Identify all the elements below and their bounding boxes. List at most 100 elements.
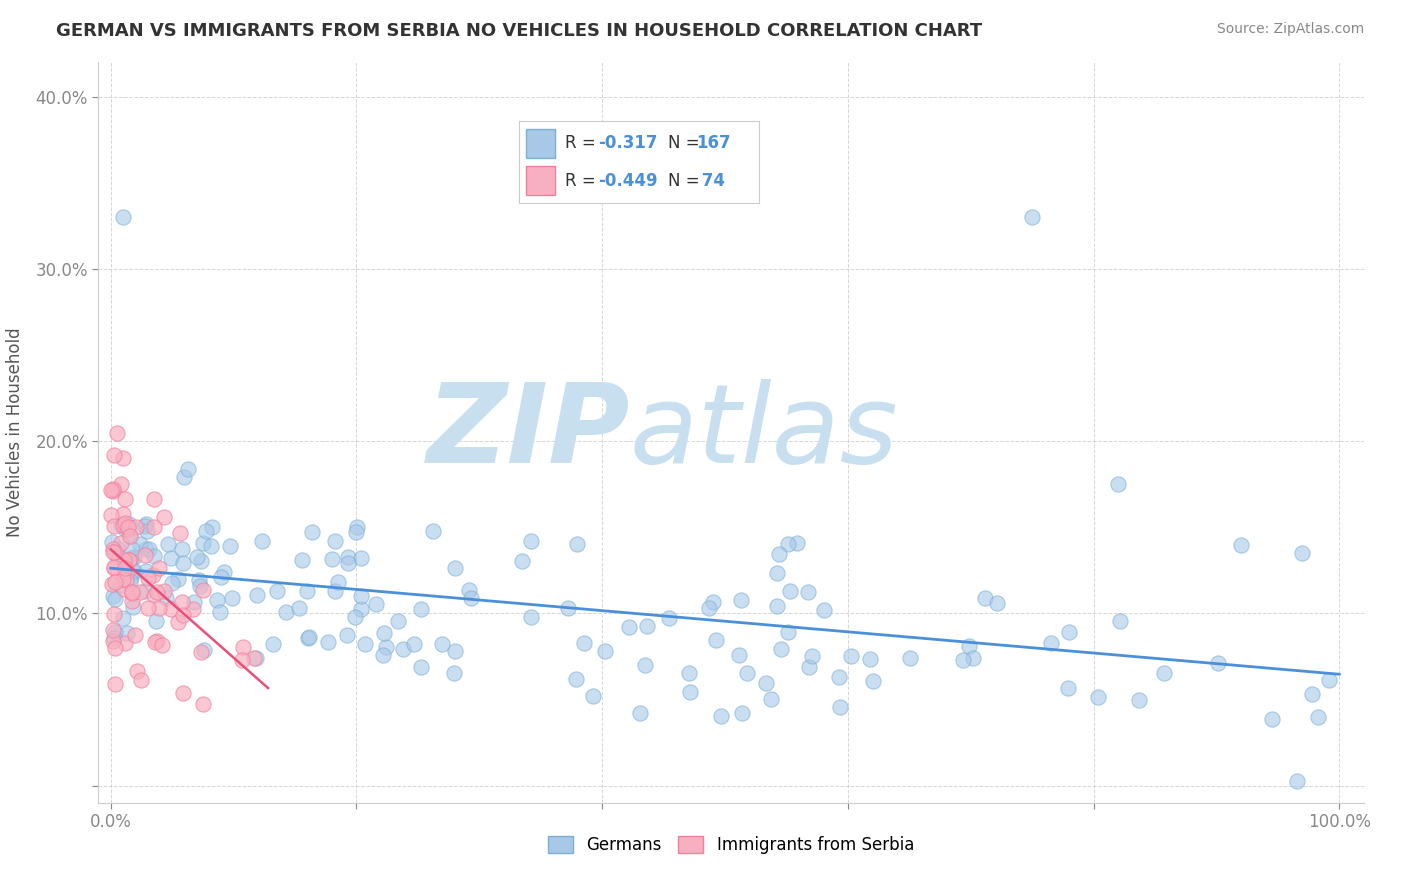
- Point: [104, 624, 127, 639]
- Point: [143, 635, 166, 649]
- Point: [242, 651, 264, 665]
- Point: [735, 665, 758, 680]
- Point: [336, 628, 359, 642]
- Point: [769, 642, 792, 657]
- Point: [1317, 673, 1340, 687]
- Point: [619, 620, 641, 634]
- Point: [136, 571, 159, 585]
- Point: [169, 525, 191, 540]
- Point: [557, 601, 579, 615]
- Point: [336, 549, 359, 564]
- Point: [572, 636, 595, 650]
- Point: [344, 524, 367, 539]
- Point: [120, 551, 142, 566]
- Text: -0.449: -0.449: [598, 171, 658, 189]
- Point: [122, 600, 145, 615]
- Point: [103, 607, 125, 621]
- Point: [129, 537, 152, 551]
- Point: [1153, 666, 1175, 681]
- Point: [120, 574, 142, 588]
- Point: [200, 539, 222, 553]
- Point: [100, 508, 122, 523]
- Point: [336, 556, 359, 570]
- Point: [704, 633, 727, 648]
- Point: [114, 636, 136, 650]
- Text: -0.317: -0.317: [598, 135, 658, 153]
- Text: ZIP: ZIP: [426, 379, 630, 486]
- Point: [103, 623, 125, 637]
- Point: [565, 673, 588, 687]
- Point: [510, 553, 533, 567]
- Point: [346, 520, 368, 534]
- Point: [1230, 537, 1253, 551]
- Point: [142, 519, 165, 533]
- FancyBboxPatch shape: [526, 166, 555, 195]
- Point: [172, 686, 194, 700]
- Point: [114, 516, 136, 530]
- Point: [298, 630, 321, 644]
- Point: [375, 640, 398, 655]
- Point: [134, 519, 156, 533]
- Point: [350, 550, 373, 565]
- Point: [172, 556, 194, 570]
- Point: [101, 589, 124, 603]
- Point: [103, 641, 125, 656]
- Point: [219, 539, 242, 553]
- Point: [105, 541, 128, 555]
- Text: R =: R =: [565, 135, 600, 153]
- Point: [1057, 681, 1080, 696]
- Text: N =: N =: [668, 171, 704, 189]
- Point: [321, 551, 343, 566]
- Point: [172, 607, 194, 622]
- Point: [422, 524, 444, 539]
- Point: [134, 548, 156, 562]
- Point: [111, 572, 134, 586]
- Point: [187, 573, 209, 587]
- Point: [728, 648, 751, 662]
- Point: [121, 585, 143, 599]
- Point: [152, 584, 174, 599]
- Point: [1260, 712, 1282, 726]
- Point: [1128, 693, 1150, 707]
- Point: [697, 601, 720, 615]
- Point: [595, 643, 617, 657]
- Point: [201, 520, 224, 534]
- Point: [105, 425, 128, 440]
- Point: [460, 591, 482, 605]
- Point: [121, 593, 143, 607]
- Point: [103, 519, 125, 533]
- Point: [350, 602, 373, 616]
- Point: [112, 582, 135, 596]
- Point: [209, 605, 232, 619]
- Point: [678, 665, 700, 680]
- Point: [104, 591, 127, 606]
- Point: [172, 595, 194, 609]
- Point: [778, 624, 800, 639]
- Point: [962, 651, 984, 665]
- Text: atlas: atlas: [630, 379, 898, 486]
- Point: [288, 600, 311, 615]
- Point: [797, 659, 820, 673]
- Point: [392, 641, 415, 656]
- Point: [801, 649, 824, 664]
- Point: [443, 666, 465, 681]
- Point: [160, 575, 183, 590]
- Point: [101, 542, 124, 557]
- Point: [250, 534, 273, 549]
- Point: [114, 492, 136, 507]
- Point: [145, 634, 167, 648]
- Point: [191, 536, 214, 550]
- Point: [373, 648, 395, 663]
- Point: [193, 643, 215, 657]
- Point: [457, 583, 479, 598]
- Point: [120, 570, 142, 584]
- Point: [266, 584, 288, 599]
- Point: [103, 634, 125, 648]
- Point: [295, 583, 318, 598]
- Point: [146, 585, 169, 599]
- Point: [246, 588, 269, 602]
- Point: [150, 638, 173, 652]
- Point: [231, 653, 253, 667]
- Point: [103, 544, 125, 558]
- Point: [120, 529, 142, 543]
